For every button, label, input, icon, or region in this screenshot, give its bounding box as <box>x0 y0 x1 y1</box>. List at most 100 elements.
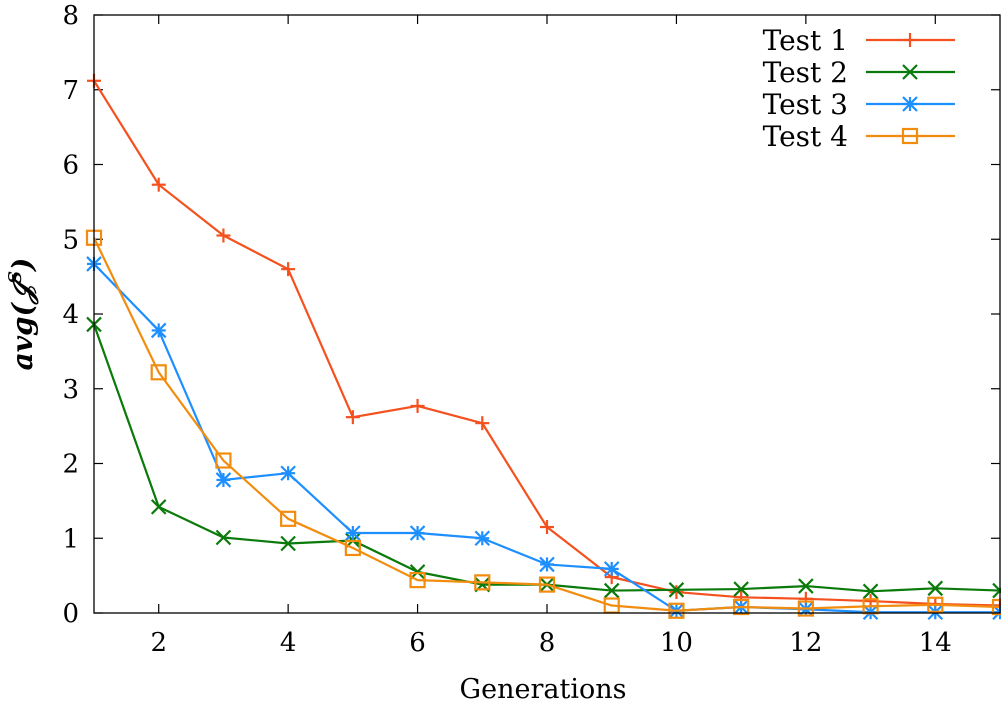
legend-marker <box>902 64 918 80</box>
data-point <box>345 410 360 425</box>
data-point <box>150 364 167 381</box>
x-tick-label: 2 <box>150 628 167 658</box>
y-tick-label: 1 <box>62 524 79 554</box>
marker-stroke <box>733 581 749 597</box>
marker-stroke <box>280 510 297 527</box>
data-point <box>280 510 297 527</box>
y-tick-labels: 0 1 2 3 4 5 6 7 8 <box>62 1 79 629</box>
data-point <box>151 177 166 192</box>
legend-item: Test 4 <box>763 120 955 153</box>
data-point <box>344 539 361 557</box>
data-point <box>150 322 167 339</box>
data-point <box>862 583 879 600</box>
marker-stroke <box>215 452 232 469</box>
data-point <box>603 582 620 599</box>
data-point <box>927 580 944 597</box>
data-point <box>150 499 167 515</box>
marker-stroke <box>902 96 918 112</box>
marker-stroke <box>150 364 167 381</box>
marker-stroke <box>150 322 167 339</box>
data-point <box>603 561 620 577</box>
data-point <box>474 574 491 591</box>
y-axis-label-close: ) <box>6 258 39 273</box>
marker-stroke <box>474 530 491 547</box>
marker-stroke <box>474 574 491 591</box>
y-tick-label: 3 <box>62 375 79 405</box>
marker-stroke <box>409 564 426 580</box>
data-point <box>410 398 425 413</box>
marker-stroke <box>538 576 556 593</box>
x-tick-label: 8 <box>539 628 556 658</box>
x-tick-label: 4 <box>280 628 297 658</box>
plot-frame <box>93 14 1001 614</box>
data-point <box>409 564 426 580</box>
data-point <box>215 452 232 469</box>
data-point <box>733 581 749 597</box>
legend-item: Test 2 <box>763 56 955 89</box>
legend-marker <box>902 96 918 112</box>
data-point <box>539 556 555 573</box>
data-point <box>538 576 556 593</box>
data-point <box>345 525 361 541</box>
marker-stroke <box>733 598 750 616</box>
marker-stroke <box>345 525 361 541</box>
data-point <box>280 535 296 552</box>
marker-stroke <box>280 535 296 552</box>
marker-stroke <box>215 472 232 488</box>
marker-stroke <box>862 583 879 600</box>
marker-stroke <box>344 539 361 557</box>
x-tick-labels: 2 4 6 8 10 12 14 <box>150 628 951 658</box>
data-point <box>927 596 944 613</box>
x-tick-label: 6 <box>409 628 426 658</box>
legend-label: Test 4 <box>763 120 848 153</box>
data-point <box>668 582 685 598</box>
marker-stroke <box>798 578 814 594</box>
data-point <box>475 416 490 431</box>
data-point <box>797 600 814 617</box>
marker-stroke <box>215 529 232 546</box>
marker-stroke <box>603 582 620 599</box>
legend-marker <box>901 127 919 145</box>
data-point <box>216 228 231 243</box>
data-point <box>280 465 296 481</box>
marker-stroke <box>902 64 918 80</box>
legend-label: Test 1 <box>763 24 848 57</box>
series-1 <box>87 73 1001 613</box>
legend-label: Test 3 <box>763 88 848 121</box>
marker-stroke <box>927 580 944 597</box>
y-tick-label: 5 <box>62 225 79 255</box>
data-point <box>669 585 684 600</box>
marker-stroke <box>668 582 685 598</box>
series-layer <box>85 73 1001 621</box>
marker-stroke <box>927 596 944 613</box>
marker-stroke <box>901 127 919 145</box>
x-tick-label: 12 <box>789 628 822 658</box>
x-tick-label: 14 <box>919 628 952 658</box>
y-tick-label: 0 <box>62 599 79 629</box>
data-point <box>215 472 232 488</box>
marker-stroke <box>668 602 685 619</box>
y-axis-label-superscript: S <box>5 271 26 284</box>
y-tick-label: 4 <box>62 300 79 330</box>
marker-stroke <box>539 556 555 573</box>
x-tick-label: 10 <box>660 628 693 658</box>
y-tick-label: 8 <box>62 1 79 31</box>
data-point <box>540 520 554 535</box>
marker-stroke <box>797 600 814 617</box>
marker-stroke <box>409 525 426 541</box>
y-tick-label: 2 <box>62 450 79 480</box>
x-axis-label: Generations <box>460 674 627 703</box>
marker-stroke <box>409 572 426 589</box>
data-point <box>474 530 491 547</box>
series-4 <box>85 229 1001 619</box>
data-point <box>215 529 232 546</box>
y-tick-label: 7 <box>62 76 79 106</box>
legend-item: Test 3 <box>763 88 955 121</box>
y-tick-label: 6 <box>62 151 79 181</box>
series-line <box>93 237 1001 612</box>
data-point <box>409 525 426 541</box>
legend-label: Test 2 <box>763 56 848 89</box>
data-point <box>733 598 750 616</box>
